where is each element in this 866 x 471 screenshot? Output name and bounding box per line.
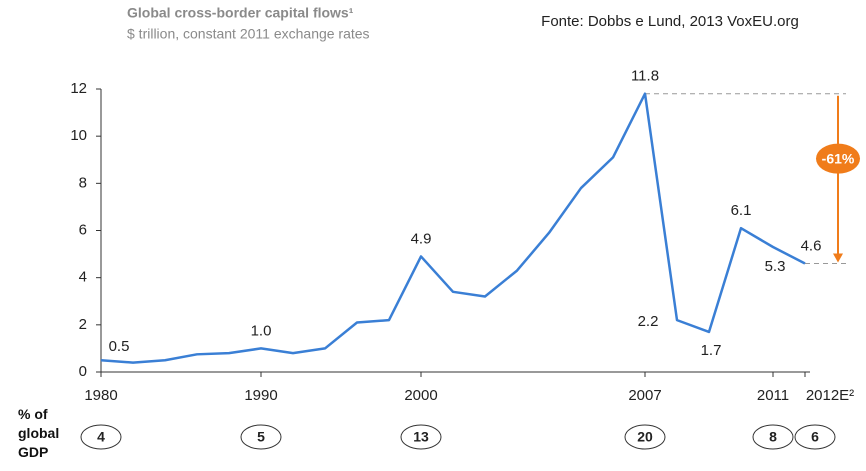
annotation-badge <box>816 143 860 174</box>
chart-subtitle: $ trillion, constant 2011 exchange rates <box>127 26 370 42</box>
gdp-value: 6 <box>811 429 819 445</box>
gdp-value: 8 <box>769 429 777 445</box>
gdp-badge <box>240 424 282 450</box>
data-label: 5.3 <box>765 258 786 275</box>
data-label: 4.9 <box>411 230 432 247</box>
y-tick-label: 4 <box>79 269 87 286</box>
x-tick-label: 2000 <box>404 387 437 404</box>
data-label: 6.1 <box>731 202 752 219</box>
x-tick-label: 1990 <box>244 387 277 404</box>
source: Fonte: Dobbs e Lund, 2013 VoxEU.org <box>541 13 799 30</box>
annotation-text: -61% <box>822 150 855 166</box>
data-label: 1.0 <box>251 322 272 339</box>
gdp-value: 5 <box>257 429 265 445</box>
gdp-value: 4 <box>97 429 105 445</box>
y-tick-label: 6 <box>79 221 87 238</box>
y-tick-label: 12 <box>70 80 87 97</box>
y-tick-label: 8 <box>79 174 87 191</box>
data-label: 1.7 <box>701 342 722 359</box>
gdp-value: 20 <box>637 429 653 445</box>
x-tick-label: 2012E² <box>806 387 854 404</box>
y-tick-label: 10 <box>70 127 87 144</box>
x-tick-label: 1980 <box>84 387 117 404</box>
line-series <box>100 92 806 364</box>
x-tick-label: 2007 <box>628 387 661 404</box>
gdp-value: 13 <box>413 429 429 445</box>
data-label: 0.5 <box>109 338 130 355</box>
gdp-badge <box>624 424 666 450</box>
y-tick-label: 0 <box>79 363 87 380</box>
data-label: 2.2 <box>638 313 659 330</box>
arrow-head <box>833 253 843 263</box>
gdp-label: % of global GDP <box>18 406 60 460</box>
data-label: 11.8 <box>631 68 659 85</box>
x-tick-label: 2011 <box>757 387 789 404</box>
chart-title: Global cross-border capital flows¹ <box>127 5 354 21</box>
gdp-badge <box>794 424 836 450</box>
gdp-badge <box>752 424 794 450</box>
gdp-badge <box>400 424 442 450</box>
data-label: 4.6 <box>801 237 822 254</box>
gdp-badge <box>80 424 122 450</box>
y-tick-label: 2 <box>79 316 87 333</box>
